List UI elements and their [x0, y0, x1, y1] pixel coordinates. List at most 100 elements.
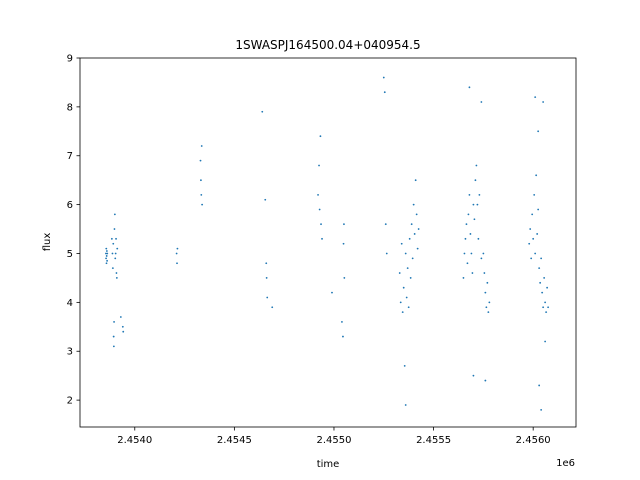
data-point: [105, 247, 108, 250]
data-point: [471, 272, 474, 274]
data-point: [105, 257, 107, 260]
data-point: [199, 159, 202, 162]
data-point: [408, 237, 411, 240]
data-point: [472, 374, 475, 377]
data-point: [539, 281, 542, 284]
x-tick-label: 2.4545: [217, 435, 252, 446]
data-point: [469, 233, 472, 235]
data-point: [343, 223, 345, 226]
plot-frame: [79, 57, 577, 428]
data-point: [175, 252, 178, 255]
data-point: [114, 252, 117, 255]
data-point: [114, 257, 117, 260]
data-point: [111, 252, 114, 255]
data-point: [110, 237, 113, 240]
data-point: [200, 145, 203, 147]
data-point: [542, 306, 545, 309]
data-point: [382, 76, 385, 79]
data-point: [463, 252, 466, 255]
data-point: [384, 223, 387, 226]
data-point: [266, 296, 269, 299]
y-tick-label: 9: [67, 54, 73, 65]
data-point: [472, 203, 475, 206]
data-point: [543, 277, 546, 279]
data-point: [321, 237, 323, 240]
y-tick-label: 2: [67, 396, 73, 407]
data-point: [400, 242, 403, 245]
data-point: [406, 267, 409, 270]
data-point: [482, 252, 485, 255]
data-point: [115, 277, 118, 279]
data-point: [407, 306, 410, 309]
data-point: [113, 321, 115, 323]
data-point: [534, 96, 537, 98]
data-point: [470, 252, 473, 255]
data-point: [486, 281, 489, 284]
data-point: [404, 404, 407, 406]
data-point: [536, 233, 539, 235]
data-point: [105, 262, 108, 265]
data-point: [410, 223, 413, 226]
data-point: [319, 135, 322, 138]
data-point: [271, 306, 274, 309]
y-tick-label: 8: [67, 102, 73, 113]
y-tick-label: 5: [67, 249, 73, 260]
data-point: [474, 179, 477, 182]
x-tick-label: 2.4540: [117, 435, 152, 446]
scatter-points: [105, 76, 550, 411]
data-point: [385, 252, 388, 255]
data-point: [468, 86, 471, 89]
data-point: [113, 228, 116, 230]
data-point: [320, 223, 322, 226]
data-point: [535, 174, 538, 177]
data-point: [112, 345, 115, 348]
data-point: [405, 296, 408, 299]
y-axis: 2 3 4 5 6 7 8 9: [67, 54, 80, 407]
data-point: [466, 262, 469, 265]
data-point: [477, 237, 480, 240]
x-tick-label: 2.4560: [516, 435, 551, 446]
data-point: [540, 408, 543, 411]
data-point: [413, 233, 416, 235]
data-point: [414, 179, 417, 182]
data-point: [480, 257, 483, 260]
data-point: [402, 286, 405, 289]
data-point: [115, 272, 118, 274]
data-point: [121, 325, 124, 328]
data-point: [401, 311, 404, 314]
data-point: [546, 286, 549, 289]
data-point: [264, 198, 267, 201]
data-point: [544, 340, 547, 343]
data-point: [404, 252, 407, 255]
data-point: [545, 311, 548, 314]
data-point: [533, 193, 536, 196]
data-point: [542, 101, 545, 103]
data-point: [462, 277, 465, 279]
data-point: [473, 218, 476, 221]
data-point: [532, 237, 535, 240]
data-point: [200, 179, 202, 182]
data-point: [119, 316, 122, 318]
y-tick-label: 4: [67, 298, 73, 309]
data-point: [412, 203, 415, 206]
data-point: [318, 208, 321, 211]
data-point: [528, 242, 531, 245]
data-point: [201, 203, 204, 206]
y-axis-label: flux: [42, 233, 53, 252]
data-point: [485, 306, 488, 309]
x-tick-label: 2.4550: [316, 435, 351, 446]
y-tick-label: 7: [67, 151, 73, 162]
data-point: [538, 267, 541, 270]
data-point: [540, 257, 543, 260]
data-point: [468, 193, 471, 196]
data-point: [415, 213, 418, 216]
data-point: [399, 301, 402, 304]
data-point: [383, 91, 386, 94]
data-point: [480, 101, 483, 103]
y-tick-label: 6: [67, 200, 73, 211]
data-point: [105, 252, 107, 255]
data-point: [265, 277, 268, 279]
data-point: [484, 379, 487, 382]
data-point: [111, 267, 114, 270]
data-point: [398, 272, 401, 274]
